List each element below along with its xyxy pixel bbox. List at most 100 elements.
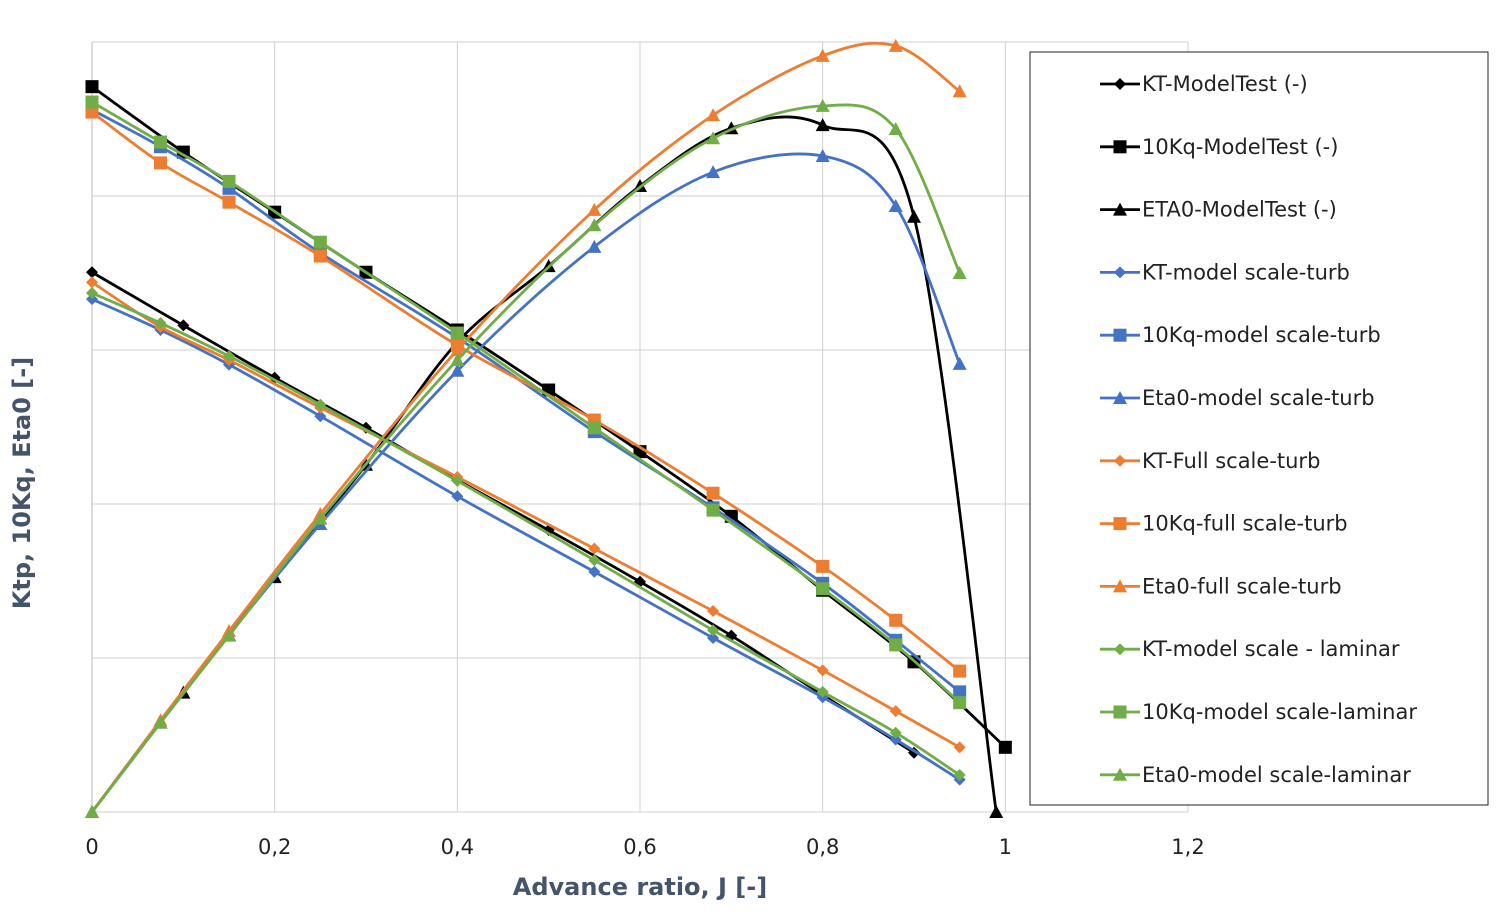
data-point bbox=[816, 664, 829, 677]
data-point bbox=[450, 353, 465, 367]
series-0 bbox=[86, 266, 920, 759]
series-line bbox=[91, 291, 961, 777]
data-point bbox=[706, 108, 721, 122]
data-point bbox=[450, 326, 464, 340]
data-point bbox=[889, 705, 902, 718]
data-point bbox=[154, 135, 167, 149]
series-4 bbox=[85, 103, 967, 699]
y-axis-label: Ktp, 10Kq, Eta0 [-] bbox=[8, 357, 36, 609]
data-point bbox=[989, 805, 1004, 818]
series-line bbox=[91, 110, 961, 673]
data-point bbox=[953, 741, 966, 754]
data-point bbox=[953, 696, 967, 710]
data-point bbox=[816, 582, 830, 596]
legend-label: 10Kq-model scale-turb bbox=[1142, 323, 1381, 347]
data-point bbox=[889, 638, 903, 652]
series-line bbox=[91, 281, 961, 749]
legend-label: 10Kq-ModelTest (-) bbox=[1142, 135, 1338, 159]
legend-item: ETA0-ModelTest (-) bbox=[1100, 198, 1337, 222]
data-point bbox=[815, 148, 830, 162]
data-point bbox=[314, 410, 327, 423]
data-point bbox=[953, 769, 966, 782]
data-point bbox=[706, 503, 720, 517]
legend-marker bbox=[1114, 78, 1126, 90]
data-point bbox=[177, 319, 190, 332]
legend-marker bbox=[1114, 266, 1126, 279]
x-tick-label: 1,2 bbox=[1171, 835, 1204, 859]
data-point bbox=[889, 613, 903, 627]
legend-marker bbox=[1113, 140, 1127, 154]
data-point bbox=[815, 48, 830, 62]
data-point bbox=[222, 195, 236, 209]
data-point bbox=[313, 235, 327, 249]
legend-marker bbox=[1113, 328, 1127, 342]
data-point bbox=[888, 38, 903, 52]
x-tick-label: 0,4 bbox=[441, 835, 474, 859]
series-line bbox=[91, 297, 961, 781]
legend-label: 10Kq-model scale-laminar bbox=[1142, 700, 1417, 724]
data-point bbox=[889, 726, 902, 739]
legend-label: Eta0-full scale-turb bbox=[1142, 574, 1342, 598]
data-point bbox=[86, 293, 98, 306]
series-3 bbox=[86, 293, 966, 786]
data-point bbox=[588, 542, 601, 555]
legend-label: ETA0-ModelTest (-) bbox=[1142, 198, 1337, 222]
legend-item: 10Kq-model scale-laminar bbox=[1100, 700, 1417, 724]
series-line bbox=[90, 103, 961, 813]
data-point bbox=[707, 631, 720, 644]
series-line bbox=[91, 100, 961, 704]
legend-label: 10Kq-full scale-turb bbox=[1142, 512, 1348, 536]
data-point bbox=[154, 317, 167, 330]
legend-item: KT-model scale-turb bbox=[1100, 260, 1350, 284]
data-point bbox=[707, 605, 720, 618]
data-point bbox=[153, 715, 168, 729]
series-5 bbox=[85, 148, 967, 818]
data-point bbox=[86, 276, 98, 289]
data-point bbox=[222, 174, 236, 188]
series-line bbox=[90, 115, 998, 813]
data-point bbox=[451, 490, 464, 503]
data-point bbox=[815, 118, 830, 132]
data-point bbox=[907, 209, 921, 223]
series-line bbox=[90, 152, 961, 813]
data-point bbox=[313, 249, 327, 263]
data-point bbox=[587, 239, 602, 253]
data-point bbox=[998, 740, 1012, 754]
legend-marker bbox=[1113, 391, 1127, 404]
data-point bbox=[588, 565, 601, 578]
data-point bbox=[587, 202, 602, 216]
legend-label: KT-Full scale-turb bbox=[1142, 449, 1320, 473]
legend-box bbox=[1029, 51, 1489, 806]
data-point bbox=[888, 122, 903, 136]
legend-label: Eta0-model scale-laminar bbox=[1142, 763, 1411, 787]
data-point bbox=[222, 628, 236, 642]
legend-label: KT-model scale-turb bbox=[1142, 260, 1350, 284]
legend-label: KT-ModelTest (-) bbox=[1142, 72, 1308, 96]
data-point bbox=[953, 664, 967, 678]
legend-marker bbox=[1113, 579, 1127, 593]
data-point bbox=[154, 156, 167, 170]
legend-label: KT-model scale - laminar bbox=[1142, 637, 1400, 661]
series-10 bbox=[85, 95, 967, 710]
data-point bbox=[816, 559, 830, 573]
data-point bbox=[86, 287, 98, 300]
series-line bbox=[91, 108, 961, 693]
data-point bbox=[952, 356, 967, 370]
data-point bbox=[952, 266, 967, 279]
x-tick-label: 0,6 bbox=[623, 835, 656, 859]
legend-label: Eta0-model scale-turb bbox=[1142, 386, 1375, 410]
data-point bbox=[953, 685, 967, 699]
series-7 bbox=[85, 105, 967, 678]
series-9 bbox=[86, 287, 966, 782]
data-point bbox=[85, 95, 99, 109]
x-tick-label: 0,8 bbox=[806, 835, 839, 859]
data-point bbox=[706, 165, 721, 179]
series-6 bbox=[86, 276, 966, 754]
legend-marker bbox=[1114, 454, 1126, 467]
x-tick-label: 0 bbox=[85, 835, 98, 859]
legend-marker bbox=[1114, 643, 1126, 656]
data-point bbox=[86, 266, 98, 279]
data-point bbox=[888, 199, 903, 213]
